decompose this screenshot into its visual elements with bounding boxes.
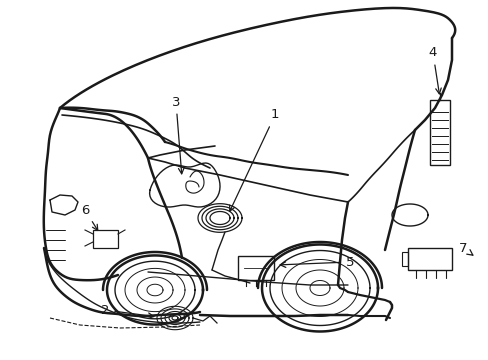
Text: 5: 5	[280, 256, 353, 269]
Bar	[93, 230, 118, 248]
Text: 3: 3	[171, 95, 183, 174]
Text: 1: 1	[229, 108, 279, 211]
Bar	[407, 248, 451, 270]
Bar	[401, 252, 407, 266]
Bar	[429, 100, 449, 165]
Text: 2: 2	[101, 303, 154, 319]
Text: 6: 6	[81, 203, 98, 230]
Text: 4: 4	[428, 46, 440, 94]
Text: 7: 7	[458, 242, 472, 255]
